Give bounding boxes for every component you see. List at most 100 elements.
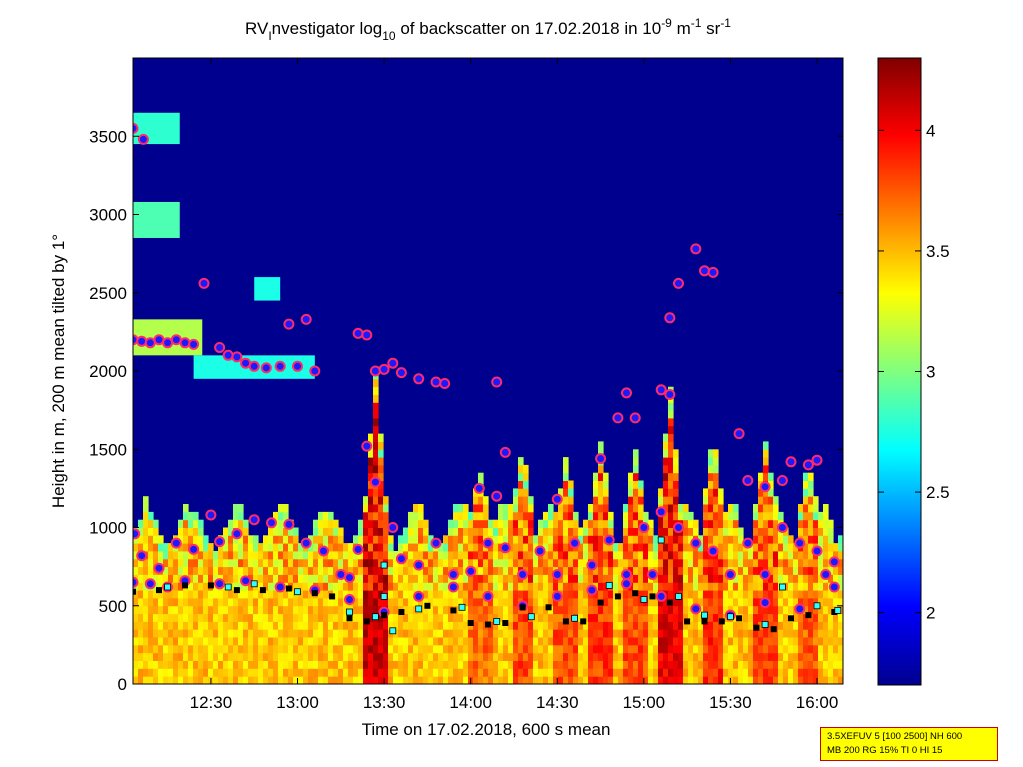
backscatter-cell: [373, 394, 379, 403]
backscatter-cell: [668, 558, 674, 568]
backscatter-cell: [198, 543, 204, 552]
backscatter-cell: [188, 535, 194, 544]
backscatter-cell: [468, 582, 474, 591]
detection-circle-marker: [664, 312, 676, 324]
backscatter-cell: [253, 551, 259, 560]
backscatter-cell: [403, 574, 409, 583]
backscatter-cell: [188, 566, 194, 575]
backscatter-cell: [383, 668, 389, 677]
backscatter-cell: [483, 558, 489, 568]
backscatter-cell: [613, 605, 619, 615]
cyan-square-marker: [657, 536, 665, 544]
backscatter-cell: [338, 613, 344, 622]
backscatter-cell: [363, 644, 369, 654]
backscatter-cell: [153, 582, 159, 591]
backscatter-cell: [763, 582, 769, 591]
backscatter-cell: [463, 582, 469, 591]
backscatter-cell: [213, 644, 219, 654]
backscatter-cell: [673, 644, 679, 654]
backscatter-cell: [518, 668, 524, 677]
backscatter-cell: [373, 527, 379, 536]
backscatter-cell: [488, 605, 494, 615]
backscatter-cell: [183, 519, 189, 528]
detection-circle-marker: [274, 581, 286, 593]
backscatter-cell: [233, 504, 239, 513]
backscatter-cell: [588, 551, 594, 560]
backscatter-cell: [433, 676, 439, 684]
backscatter-cell: [533, 558, 539, 568]
backscatter-cell: [738, 660, 744, 669]
backscatter-cell: [333, 535, 339, 544]
backscatter-cell: [593, 637, 599, 646]
backscatter-cell: [593, 566, 599, 575]
backscatter-cell: [248, 652, 254, 661]
backscatter-cell: [663, 472, 669, 481]
backscatter-cell: [803, 582, 809, 591]
backscatter-cell: [253, 621, 259, 630]
backscatter-cell: [283, 527, 289, 536]
backscatter-cell: [363, 574, 369, 583]
backscatter-cell: [278, 543, 284, 552]
backscatter-cell: [173, 660, 179, 669]
backscatter-cell: [383, 629, 389, 638]
backscatter-cell: [213, 605, 219, 615]
backscatter-cell: [798, 582, 804, 591]
backscatter-cell: [178, 535, 184, 544]
backscatter-cell: [733, 644, 739, 654]
backscatter-cell: [828, 551, 834, 560]
backscatter-cell: [313, 551, 319, 560]
backscatter-cell: [833, 644, 839, 654]
backscatter-cell: [528, 519, 534, 528]
backscatter-cell: [538, 613, 544, 622]
backscatter-cell: [688, 535, 694, 544]
backscatter-cell: [538, 644, 544, 654]
backscatter-cell: [783, 629, 789, 638]
backscatter-cell: [178, 551, 184, 560]
backscatter-cell: [263, 652, 269, 661]
backscatter-cell: [468, 574, 474, 583]
backscatter-cell: [448, 558, 454, 568]
backscatter-cell: [613, 621, 619, 630]
backscatter-cell: [818, 613, 824, 622]
backscatter-cell: [583, 613, 589, 622]
backscatter-cell: [323, 605, 329, 615]
backscatter-cell: [703, 574, 709, 583]
backscatter-cell: [318, 519, 324, 528]
backscatter-cell: [413, 543, 419, 552]
black-square-marker: [363, 618, 370, 625]
backscatter-cell: [673, 574, 679, 583]
heatmap-plot-area: [133, 58, 843, 684]
backscatter-cell: [683, 543, 689, 552]
backscatter-cell: [628, 644, 634, 654]
backscatter-cell: [838, 582, 843, 591]
backscatter-cell: [433, 566, 439, 575]
backscatter-cell: [228, 660, 234, 669]
detection-circle-marker: [785, 456, 797, 468]
backscatter-cell: [178, 566, 184, 575]
backscatter-cell: [733, 551, 739, 560]
backscatter-cell: [588, 543, 594, 552]
backscatter-cell: [643, 551, 649, 560]
backscatter-cell: [188, 644, 194, 654]
backscatter-cell: [748, 605, 754, 615]
black-square-marker: [156, 587, 162, 594]
backscatter-cell: [243, 558, 249, 568]
backscatter-cell: [783, 613, 789, 622]
backscatter-cell: [458, 519, 464, 528]
backscatter-cell: [768, 574, 774, 583]
backscatter-cell: [623, 660, 629, 669]
backscatter-cell: [133, 543, 139, 552]
backscatter-cell: [623, 511, 629, 521]
backscatter-cell: [803, 668, 809, 677]
backscatter-cell: [708, 558, 714, 568]
detection-circle-marker: [551, 493, 563, 505]
backscatter-cell: [418, 527, 424, 536]
backscatter-cell: [763, 511, 769, 521]
backscatter-cell: [758, 652, 764, 661]
backscatter-cell: [498, 597, 504, 607]
backscatter-cell: [198, 558, 204, 568]
backscatter-cell: [138, 590, 144, 599]
upper-layer-band: [133, 201, 180, 238]
backscatter-cell: [378, 449, 384, 458]
backscatter-cell: [443, 621, 449, 630]
